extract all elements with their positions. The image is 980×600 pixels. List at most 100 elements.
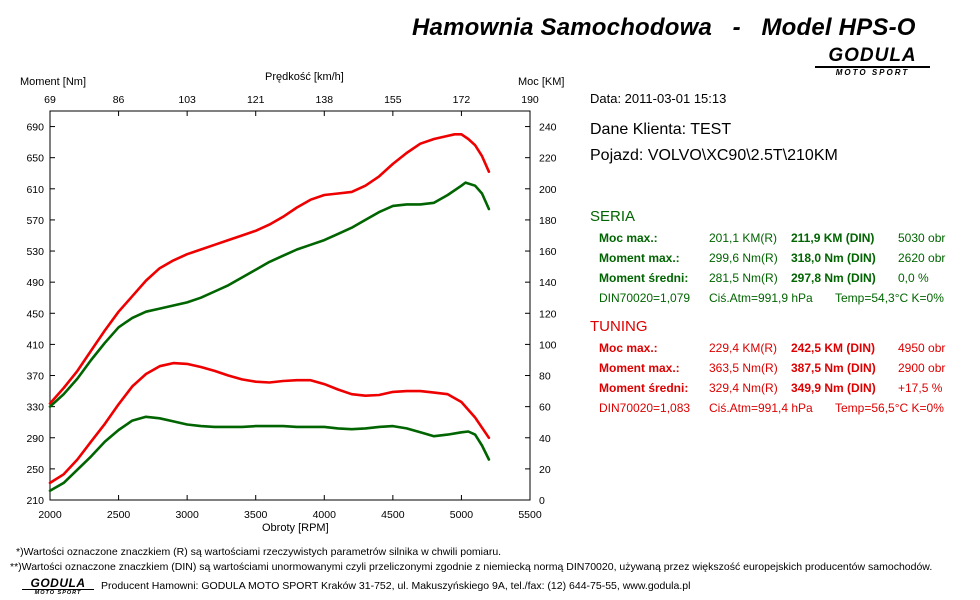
left-tick-label: 450 [26,308,44,320]
right-tick-label: 180 [539,215,557,227]
seria-avg-din: 297,8 Nm (DIN) [791,271,876,285]
bottom-tick-label: 4500 [381,509,405,521]
bottom-tick-label: 2000 [38,509,62,521]
tuning-avg-pct: +17,5 % [898,381,943,395]
top-tick-label: 86 [113,94,125,106]
tuning-label-power: Moc max.: [599,341,658,355]
series-group [48,133,491,493]
top-axis-title: Prędkość [km/h] [265,71,344,83]
tuning-atm: Ciś.Atm=991,4 hPa [709,401,813,415]
left-tick-label: 650 [26,153,44,165]
top-tick-label: 190 [521,94,539,106]
tuning-power-r: 229,4 KM(R) [709,341,778,355]
left-tick-label: 250 [26,464,44,476]
godula-logo: GODULA MOTO SPORT [815,46,930,77]
top-tick-label: 172 [453,94,471,106]
bottom-tick-label: 3000 [175,509,199,521]
right-tick-label: 240 [539,122,557,134]
left-axis-title: Moment [Nm] [20,76,87,88]
tuning-power-rpm: 4950 obr [898,341,946,355]
bottom-tick-label: 4000 [313,509,337,521]
tuning-temp: Temp=56,5°C K=0% [835,401,944,415]
seria-atm: Ciś.Atm=991,9 hPa [709,291,813,305]
vehicle-name: Pojazd: VOLVO\XC90\2.5T\210KM [590,147,838,164]
bottom-tick-label: 2500 [107,509,131,521]
client-name: Dane Klienta: TEST [590,121,732,138]
logo-text: GODULA [815,46,930,68]
seria-power-r: 201,1 KM(R) [709,231,778,245]
footnote-r: *)Wartości oznaczone znaczkiem (R) są wa… [16,546,502,558]
tuning-torque-r: 363,5 Nm(R) [709,361,778,375]
power-tuning-line [48,133,491,405]
top-tick-label: 138 [316,94,334,106]
tuning-din-factor: DIN70020=1,083 [599,401,691,415]
seria-title: SERIA [590,208,636,225]
seria-label-power: Moc max.: [599,231,658,245]
right-tick-label: 200 [539,184,557,196]
bottom-axis: 2000 2500 3000 3500 4000 4500 5000 5500 [38,495,542,521]
seria-temp: Temp=54,3°C K=0% [835,291,944,305]
tuning-avg-din: 349,9 Nm (DIN) [791,381,876,395]
right-tick-label: 220 [539,153,557,165]
logo-small-subtext: MOTO SPORT [34,590,82,596]
seria-din-factor: DIN70020=1,079 [599,291,691,305]
seria-label-torque: Moment max.: [599,251,680,265]
plot-frame [49,110,531,501]
seria-torque-din: 318,0 Nm (DIN) [791,251,876,265]
seria-avg-pct: 0,0 % [898,271,929,285]
logo-small-text: GODULA [22,577,94,590]
bottom-tick-label: 5000 [450,509,474,521]
right-tick-label: 80 [539,371,551,383]
right-tick-label: 140 [539,277,557,289]
seria-power-rpm: 5030 obr [898,231,946,245]
torque-seria-line [48,415,491,493]
left-tick-label: 210 [26,495,44,507]
seria-avg-r: 281,5 Nm(R) [709,271,778,285]
right-tick-label: 160 [539,246,557,258]
top-tick-label: 155 [384,94,402,106]
tuning-label-avg: Moment średni: [599,381,689,395]
power-seria-line [48,181,491,408]
right-tick-label: 100 [539,339,557,351]
left-tick-label: 370 [26,371,44,383]
top-tick-label: 69 [44,94,56,106]
torque-tuning-line [48,361,491,485]
right-axis-title: Moc [KM] [518,76,565,88]
right-tick-label: 60 [539,402,551,414]
page-title: Hamownia Samochodowa - Model HPS-O [412,14,916,41]
producer-info: Producent Hamowni: GODULA MOTO SPORT Kra… [101,580,691,592]
measurement-date: Data: 2011-03-01 15:13 [590,91,727,106]
left-tick-label: 610 [26,184,44,196]
left-tick-label: 410 [26,339,44,351]
seria-power-din: 211,9 KM (DIN) [791,231,875,245]
left-axis: 210 250 290 330 370 410 450 490 530 570 610 650 690 [26,122,55,507]
left-tick-label: 330 [26,402,44,414]
seria-label-avg: Moment średni: [599,271,689,285]
right-axis: 0 20 40 60 80 100 120 140 160 180 200 220 240 [525,122,557,507]
right-tick-label: 40 [539,433,551,445]
seria-torque-rpm: 2620 obr [898,251,946,265]
top-tick-label: 121 [247,94,265,106]
right-tick-label: 0 [539,495,545,507]
seria-torque-r: 299,6 Nm(R) [709,251,778,265]
dyno-chart: 210250290330370410450490530570610650690 … [26,94,557,521]
x-axis-title: Obroty [RPM] [262,522,329,534]
left-tick-label: 690 [26,122,44,134]
logo-subtext: MOTO SPORT [835,68,910,77]
godula-logo-small: GODULA MOTO SPORT [22,577,94,596]
top-tick-label: 103 [178,94,196,106]
footnote-din: **)Wartości oznaczone znaczkiem (DIN) są… [10,561,933,573]
left-tick-label: 290 [26,433,44,445]
left-tick-label: 570 [26,215,44,227]
right-tick-label: 120 [539,308,557,320]
top-axis: 69 86 103 121 138 155 172 190 [44,94,539,116]
tuning-torque-din: 387,5 Nm (DIN) [791,361,876,375]
bottom-tick-label: 5500 [518,509,542,521]
left-tick-label: 490 [26,277,44,289]
right-tick-label: 20 [539,464,551,476]
tuning-torque-rpm: 2900 obr [898,361,946,375]
tuning-title: TUNING [590,318,648,335]
left-tick-label: 530 [26,246,44,258]
tuning-avg-r: 329,4 Nm(R) [709,381,778,395]
tuning-power-din: 242,5 KM (DIN) [791,341,876,355]
